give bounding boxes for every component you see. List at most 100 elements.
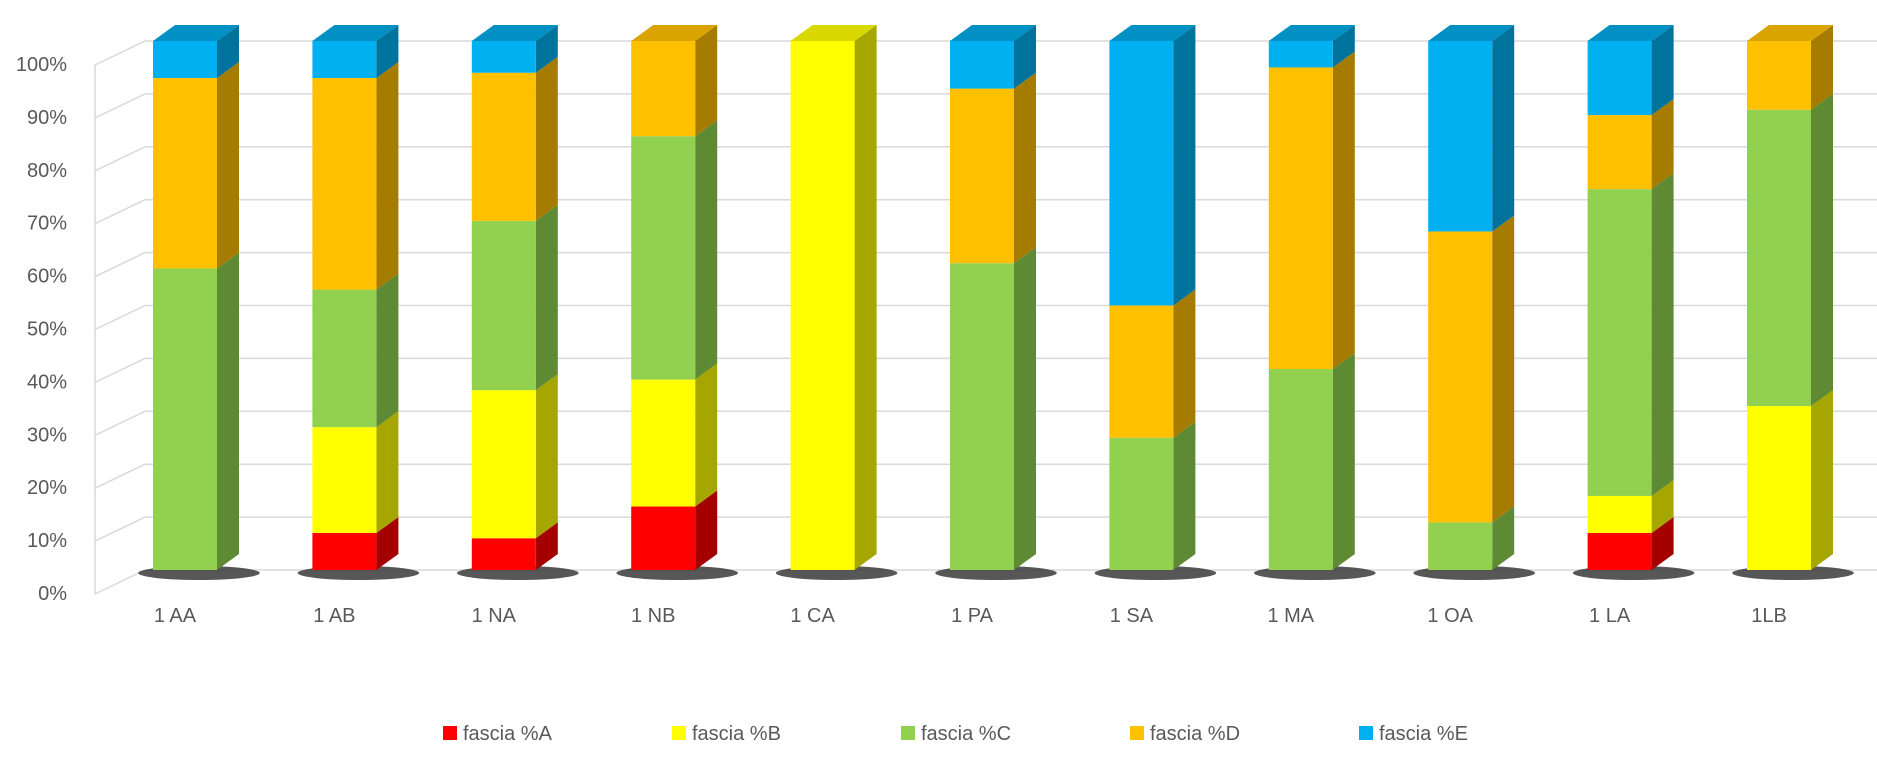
legend-label: fascia %E xyxy=(1379,723,1468,745)
bar-stack xyxy=(950,25,1036,570)
bar-side xyxy=(854,25,877,570)
bar-side xyxy=(217,62,239,269)
bar-side xyxy=(535,522,558,570)
bar-stack xyxy=(1109,25,1196,570)
bar-front xyxy=(1587,495,1652,533)
bar-top xyxy=(631,25,718,41)
bar-side xyxy=(695,120,718,380)
bar-front xyxy=(312,78,377,290)
bar-segment xyxy=(1587,173,1674,496)
legend-label: fascia %B xyxy=(692,723,781,745)
legend-swatch xyxy=(1359,726,1373,740)
x-tick-label: 1 NB xyxy=(631,605,675,627)
bar-segment xyxy=(631,363,718,507)
bar-segment xyxy=(471,25,558,73)
bar-segment xyxy=(950,72,1036,264)
bar-side xyxy=(695,25,718,137)
bar-stack xyxy=(1268,25,1355,570)
bar-side xyxy=(1651,516,1674,570)
bar-side xyxy=(1492,25,1515,232)
bar-side xyxy=(1811,390,1833,570)
bar-side xyxy=(1492,506,1515,570)
bar-segment xyxy=(471,522,558,570)
bar-side xyxy=(376,516,399,570)
legend-swatch xyxy=(443,726,457,740)
bar-front xyxy=(1587,41,1652,116)
bar-segment xyxy=(1268,51,1355,369)
bar-segment xyxy=(631,25,718,137)
bar-side xyxy=(376,411,399,533)
x-axis: 1 AA 1 AB 1 NA 1 NB 1 CA 1 PA 1 SA 1 MA 1 OA 1 LA… xyxy=(154,605,1787,627)
x-tick-label: 1 LA xyxy=(1589,605,1631,627)
bar-segment xyxy=(312,62,399,290)
bar-stack xyxy=(631,25,718,570)
bar-front xyxy=(312,427,377,533)
bar-front xyxy=(631,136,696,380)
bar-top xyxy=(1109,25,1196,41)
bar-top xyxy=(790,25,877,41)
x-tick-label: 1 OA xyxy=(1427,605,1473,627)
bar-front xyxy=(631,379,696,507)
bar-segment xyxy=(631,490,718,570)
y-tick-label: 10% xyxy=(27,530,67,552)
bar-segment xyxy=(950,25,1036,89)
bar-segment xyxy=(1268,25,1355,68)
legend-item: fascia %D xyxy=(1130,723,1240,745)
bar-top xyxy=(1428,25,1515,41)
bar-top xyxy=(1747,25,1833,41)
bar-front xyxy=(1747,109,1811,407)
bar-segment xyxy=(1268,352,1355,570)
bar-top xyxy=(153,25,239,41)
bar-side xyxy=(1173,421,1196,570)
bar-front xyxy=(153,78,217,269)
bar-front xyxy=(790,41,855,570)
y-axis: 0% 10% 20% 30% 40% 50% 60% 70% 80% 90% 100% xyxy=(16,54,67,605)
bar-segment xyxy=(1428,215,1515,523)
legend-item: fascia %B xyxy=(672,723,781,745)
bar-segment xyxy=(1587,99,1674,190)
x-tick-label: 1 AA xyxy=(154,605,197,627)
bar-front xyxy=(1747,41,1811,110)
bar-stack xyxy=(471,25,558,570)
bar-top xyxy=(1587,25,1674,41)
bar-front xyxy=(471,72,536,221)
bar-front xyxy=(312,532,377,570)
y-tick-label: 90% xyxy=(27,107,67,129)
y-tick-label: 60% xyxy=(27,266,67,288)
bar-side xyxy=(535,25,558,73)
bar-front xyxy=(471,538,536,570)
y-tick-label: 20% xyxy=(27,477,67,499)
bar-front xyxy=(1109,41,1174,306)
legend-item: fascia %E xyxy=(1359,723,1468,745)
bar-segment xyxy=(312,25,399,79)
bar-segment xyxy=(1109,421,1196,570)
bar-side xyxy=(1332,352,1355,570)
legend-label: fascia %C xyxy=(921,723,1011,745)
bar-segment xyxy=(153,252,239,570)
bar-side xyxy=(1332,25,1355,68)
bar-front xyxy=(1268,368,1333,570)
bar-side xyxy=(1173,289,1196,438)
bar-front xyxy=(1587,532,1652,570)
bar-front xyxy=(631,506,696,570)
bar-segment xyxy=(1587,25,1674,116)
legend-swatch xyxy=(901,726,915,740)
bar-front xyxy=(950,41,1014,89)
bar-front xyxy=(950,88,1014,264)
y-tick-label: 70% xyxy=(27,213,67,235)
bar-segment xyxy=(312,516,399,570)
bar-segment xyxy=(1747,390,1833,570)
bar-front xyxy=(1587,189,1652,496)
bar-side xyxy=(1651,99,1674,190)
bar-front xyxy=(1428,41,1493,232)
legend-item: fascia %A xyxy=(443,723,553,745)
bar-side xyxy=(1811,93,1833,407)
bar-segment xyxy=(1747,93,1833,407)
bar-front xyxy=(471,41,536,73)
legend-swatch xyxy=(1130,726,1144,740)
bar-segment xyxy=(1428,506,1515,570)
bar-front xyxy=(471,220,536,391)
bar-side xyxy=(1173,25,1196,306)
bar-segment xyxy=(790,25,877,570)
